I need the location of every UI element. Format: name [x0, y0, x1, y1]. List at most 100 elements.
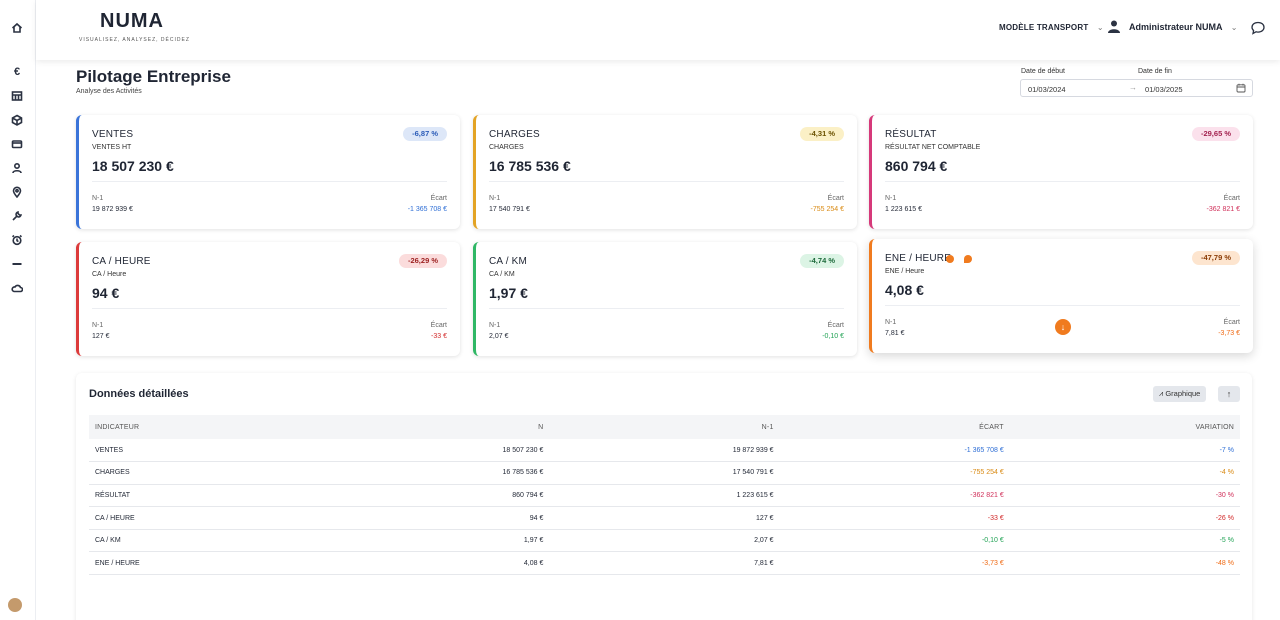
card-value: 18 507 230 € [92, 158, 174, 174]
table-row[interactable]: VENTES 18 507 230 € 19 872 939 € -1 365 … [89, 439, 1240, 463]
card-title: CA / KM [489, 256, 528, 267]
variation-badge: -26,29 % [398, 254, 447, 268]
card-value: 16 785 536 € [489, 158, 571, 174]
ecart-cell: -3,73 € [779, 551, 1010, 576]
variation-badge: -6,87 % [403, 127, 447, 141]
n1-cell: 127 € [549, 506, 780, 530]
ecart-label: Écart [827, 195, 844, 202]
arrow-up-button[interactable]: ↑ [1218, 386, 1240, 402]
n1-value: 7,81 € [885, 330, 905, 337]
card-title: VENTES [92, 129, 134, 140]
model-selector[interactable]: MODÈLE TRANSPORT ⌄ [999, 23, 1104, 32]
graph-button[interactable]: ⩘ Graphique [1153, 386, 1207, 402]
n1-label: N-1 [489, 322, 501, 329]
ecart-value: -33 € [431, 333, 447, 340]
chevron-down-icon: ⌄ [1096, 23, 1104, 32]
ecart-value: -0,10 € [822, 333, 844, 340]
n1-cell: 17 540 791 € [549, 461, 780, 485]
graph-button-label: Graphique [1165, 389, 1201, 398]
credit-card-icon[interactable] [10, 137, 24, 151]
wrench-icon[interactable] [10, 209, 24, 223]
n-cell: 16 785 536 € [319, 461, 550, 485]
cloud-icon[interactable] [10, 281, 24, 295]
user-icon[interactable] [10, 161, 24, 175]
header: NUMA VISUALISEZ, ANALYSEZ, DÉCIDEZ MODÈL… [36, 0, 1280, 60]
chevron-down-icon: ⌄ [1230, 23, 1238, 32]
variation-cell: -30 % [1009, 484, 1240, 508]
n-cell: 860 794 € [319, 484, 550, 508]
column-header[interactable]: N [319, 415, 550, 439]
box-icon[interactable] [10, 113, 24, 127]
column-header[interactable]: INDICATEUR [89, 415, 320, 439]
ecart-label: Écart [1223, 195, 1240, 202]
n1-value: 17 540 791 € [489, 206, 530, 213]
user-name: Administrateur NUMA [1129, 22, 1223, 32]
user-icon[interactable] [1108, 20, 1120, 34]
arrow-down-icon[interactable]: ↓ [1055, 319, 1071, 335]
kpi-card-resultat[interactable]: RÉSULTAT RÉSULTAT NET COMPTABLE 860 794 … [869, 115, 1253, 229]
euro-icon[interactable]: € [13, 66, 21, 78]
indicator-cell: CA / HEURE [89, 506, 320, 530]
home-icon[interactable] [10, 21, 24, 35]
card-value: 1,97 € [489, 285, 528, 301]
indicator-cell: CA / KM [89, 529, 320, 553]
n1-value: 2,07 € [489, 333, 509, 340]
card-title: RÉSULTAT [885, 129, 937, 140]
card-title: CA / HEURE [92, 256, 151, 267]
n1-label: N-1 [885, 319, 897, 326]
start-date-field[interactable]: 01/03/2024 [1028, 85, 1066, 94]
table-row[interactable]: RÉSULTAT 860 794 € 1 223 615 € -362 821 … [89, 484, 1240, 508]
avatar[interactable] [8, 598, 22, 612]
n-cell: 1,97 € [319, 529, 550, 553]
column-header[interactable]: VARIATION [1009, 415, 1240, 439]
n1-value: 127 € [92, 333, 110, 340]
card-title: ENE / HEURE [885, 253, 952, 264]
table-header: INDICATEUR N N-1 ÉCART VARIATION [89, 415, 1240, 439]
card-subtitle: CA / KM [489, 271, 515, 278]
ecart-cell: -362 821 € [779, 484, 1010, 508]
user-menu[interactable]: Administrateur NUMA ⌄ [1129, 22, 1237, 32]
comment-icon[interactable] [964, 255, 972, 263]
n1-label: N-1 [92, 322, 104, 329]
date-range-picker[interactable]: 01/03/2024 → 01/03/2025 [1020, 79, 1253, 97]
kpi-card-ca-heure[interactable]: CA / HEURE CA / Heure 94 € -26,29 % N-1 … [76, 242, 460, 356]
alarm-clock-icon[interactable] [10, 233, 24, 247]
alert-flag-icon [946, 255, 954, 263]
chat-icon[interactable] [1250, 20, 1266, 36]
detail-table: INDICATEUR N N-1 ÉCART VARIATION VENTES … [89, 415, 1240, 576]
minus-icon[interactable] [10, 257, 24, 271]
indicator-cell: CHARGES [89, 461, 320, 485]
n-cell: 18 507 230 € [319, 439, 550, 463]
page-subtitle: Analyse des Activités [76, 88, 142, 95]
card-subtitle: RÉSULTAT NET COMPTABLE [885, 144, 981, 151]
kpi-card-ca-km[interactable]: CA / KM CA / KM 1,97 € -4,74 % N-1 2,07 … [473, 242, 857, 356]
divider [885, 181, 1240, 182]
divider [92, 308, 447, 309]
ecart-value: -362 821 € [1206, 206, 1240, 213]
table-row[interactable]: CA / KM 1,97 € 2,07 € -0,10 € -5 % [89, 529, 1240, 553]
kpi-card-charges[interactable]: CHARGES CHARGES 16 785 536 € -4,31 % N-1… [473, 115, 857, 229]
card-subtitle: ENE / Heure [885, 268, 925, 275]
location-pin-icon[interactable] [10, 185, 24, 199]
model-selector-label: MODÈLE TRANSPORT [999, 23, 1089, 32]
kpi-card-ventes[interactable]: VENTES VENTES HT 18 507 230 € -6,87 % N-… [76, 115, 460, 229]
table-row[interactable]: CA / HEURE 94 € 127 € -33 € -26 % [89, 506, 1240, 530]
table-row[interactable]: ENE / HEURE 4,08 € 7,81 € -3,73 € -48 % [89, 551, 1240, 576]
ecart-value: -1 365 708 € [407, 206, 447, 213]
indicator-cell: RÉSULTAT [89, 484, 320, 508]
table-row[interactable]: CHARGES 16 785 536 € 17 540 791 € -755 2… [89, 461, 1240, 485]
kpi-card-ene-heure[interactable]: ENE / HEURE ENE / Heure 4,08 € -47,79 % … [869, 239, 1253, 353]
divider [885, 305, 1240, 306]
divider [92, 181, 447, 182]
chart-icon: ⩘ [1159, 389, 1164, 398]
ecart-label: Écart [1223, 319, 1240, 326]
numa-logo[interactable]: NUMA [100, 10, 164, 32]
end-date-field[interactable]: 01/03/2025 [1145, 85, 1183, 94]
end-date-label: Date de fin [1138, 68, 1172, 75]
n-cell: 4,08 € [319, 551, 550, 576]
calendar-icon[interactable] [1236, 83, 1246, 93]
divider [489, 308, 844, 309]
table-icon[interactable] [10, 89, 24, 103]
column-header[interactable]: N-1 [549, 415, 780, 439]
column-header[interactable]: ÉCART [779, 415, 1010, 439]
